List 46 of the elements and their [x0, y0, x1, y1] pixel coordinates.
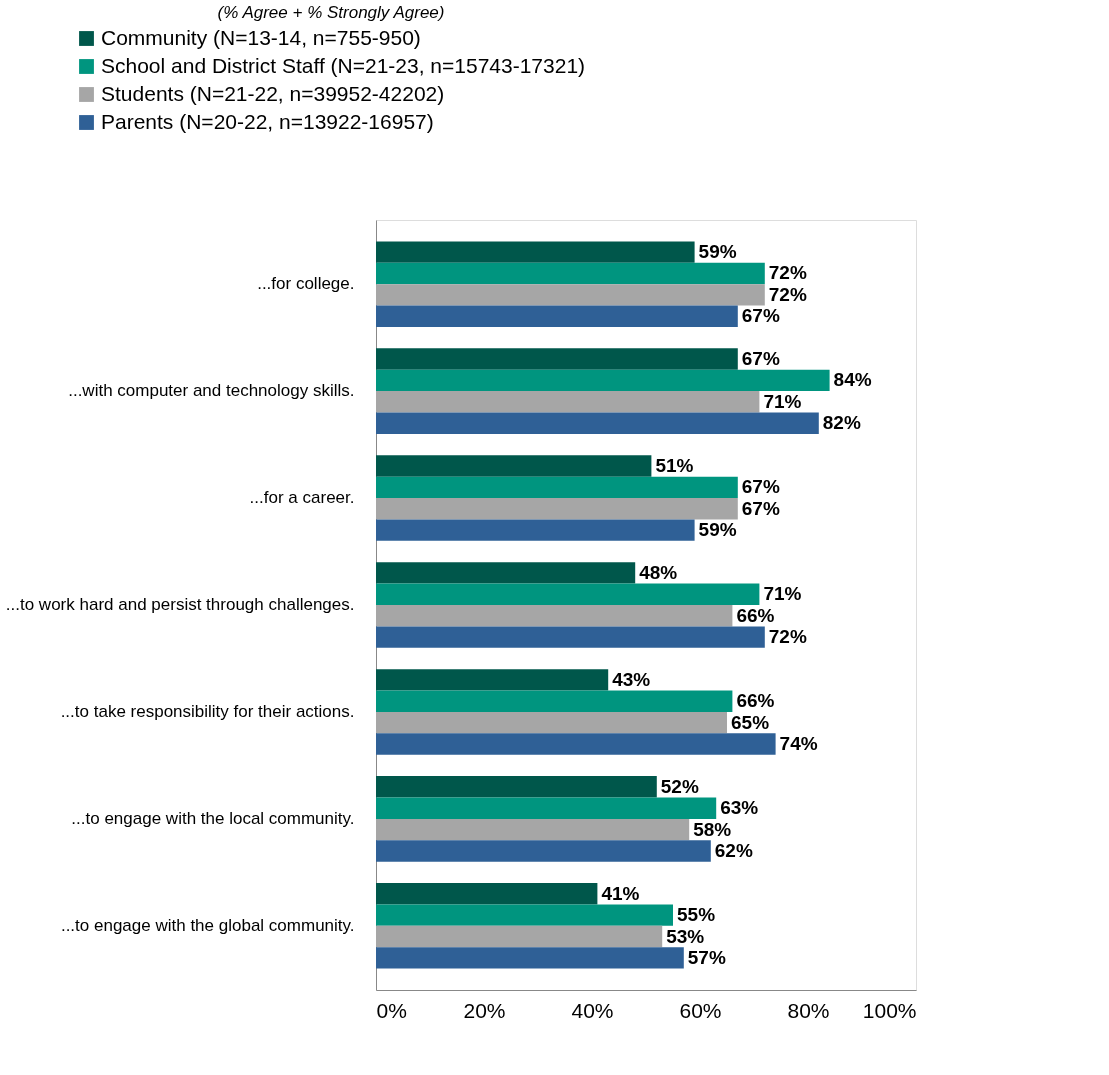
data-label: 71% — [763, 390, 802, 412]
x-tick-label: 80% — [787, 998, 830, 1022]
data-label: 72% — [768, 626, 807, 648]
data-label: 43% — [612, 668, 651, 690]
data-label: 65% — [731, 711, 770, 733]
data-label: 67% — [741, 305, 780, 327]
data-label: 72% — [768, 262, 807, 284]
data-label: 84% — [833, 369, 872, 391]
data-label: 59% — [698, 519, 737, 541]
x-tick-label: 40% — [571, 998, 614, 1022]
legend-label: Community (N=13-14, n=755-950) — [101, 25, 421, 49]
x-tick-label: 20% — [463, 998, 506, 1022]
data-label: 66% — [736, 690, 775, 712]
y-tick-label: ...for a career. — [249, 488, 355, 508]
y-tick-label: ...to engage with the local community. — [71, 808, 355, 828]
y-tick-label: ...to engage with the global community. — [60, 915, 355, 935]
data-label: 41% — [601, 882, 640, 904]
y-tick-label: ...to take responsibility for their actions. — [60, 701, 355, 721]
legend-label: Parents (N=20-22, n=13922-16957) — [101, 109, 434, 133]
data-label: 66% — [736, 604, 775, 626]
y-tick-label: ...for college. — [257, 274, 355, 294]
data-label: 74% — [779, 733, 818, 755]
x-tick-label: 100% — [862, 998, 917, 1022]
data-label: 48% — [639, 561, 678, 583]
data-label: 72% — [768, 283, 807, 305]
legend-title: (% Agree + % Strongly Agree) — [217, 3, 445, 22]
y-tick-label: ...with computer and technology skills. — [68, 381, 355, 401]
data-label: 71% — [763, 583, 802, 605]
data-label: 55% — [677, 904, 716, 926]
data-label: 57% — [687, 946, 726, 968]
data-label: 67% — [741, 476, 780, 498]
data-label: 53% — [666, 925, 705, 947]
data-label: 59% — [698, 241, 737, 263]
legend-label: School and District Staff (N=21-23, n=15743-17321) — [101, 53, 586, 77]
x-tick-label: 60% — [679, 998, 722, 1022]
data-label: 67% — [741, 497, 780, 519]
data-label: 82% — [822, 412, 861, 434]
x-tick-label: 0% — [376, 998, 407, 1022]
data-label: 67% — [741, 348, 780, 370]
legend-label: Students (N=21-22, n=39952-42202) — [101, 81, 445, 105]
data-label: 63% — [720, 797, 759, 819]
y-tick-label: ...to work hard and persist through challenges. — [5, 595, 355, 614]
data-label: 52% — [660, 775, 699, 797]
data-label: 62% — [714, 839, 753, 861]
data-label: 51% — [655, 454, 694, 476]
data-label: 58% — [693, 818, 732, 840]
